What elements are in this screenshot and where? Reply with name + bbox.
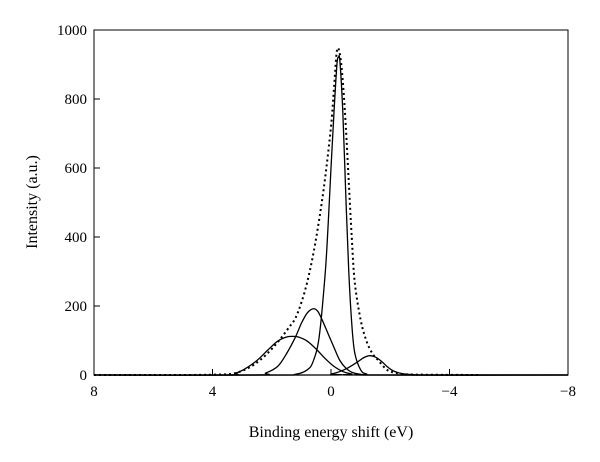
series-layer — [93, 46, 569, 377]
y-tick-label: 1000 — [57, 23, 87, 39]
y-tick-label: 800 — [65, 92, 88, 108]
y-axis: 0 200 400 600 800 1000 — [57, 23, 100, 384]
y-tick-label: 600 — [65, 161, 88, 177]
x-tick-label: 8 — [90, 384, 98, 400]
x-tick-label: 0 — [327, 384, 335, 400]
x-axis-label: Binding energy shift (eV) — [249, 424, 414, 441]
x-tick-label: −8 — [560, 384, 576, 400]
series-line-1 — [93, 55, 569, 376]
series-line-dotted — [93, 46, 480, 377]
y-tick-label: 200 — [65, 299, 88, 315]
x-tick-label: −4 — [442, 384, 458, 400]
series-line-4 — [93, 355, 569, 376]
series-line-2 — [93, 335, 569, 376]
x-tick-label: 4 — [209, 384, 217, 400]
plot-area-frame — [93, 29, 569, 376]
x-axis: 8 4 0 −4 −8 — [90, 369, 576, 400]
y-tick-label: 400 — [65, 230, 88, 246]
series-line-3 — [93, 308, 569, 376]
y-tick-label: 0 — [80, 368, 88, 384]
y-axis-label: Intensity (a.u.) — [24, 155, 41, 249]
